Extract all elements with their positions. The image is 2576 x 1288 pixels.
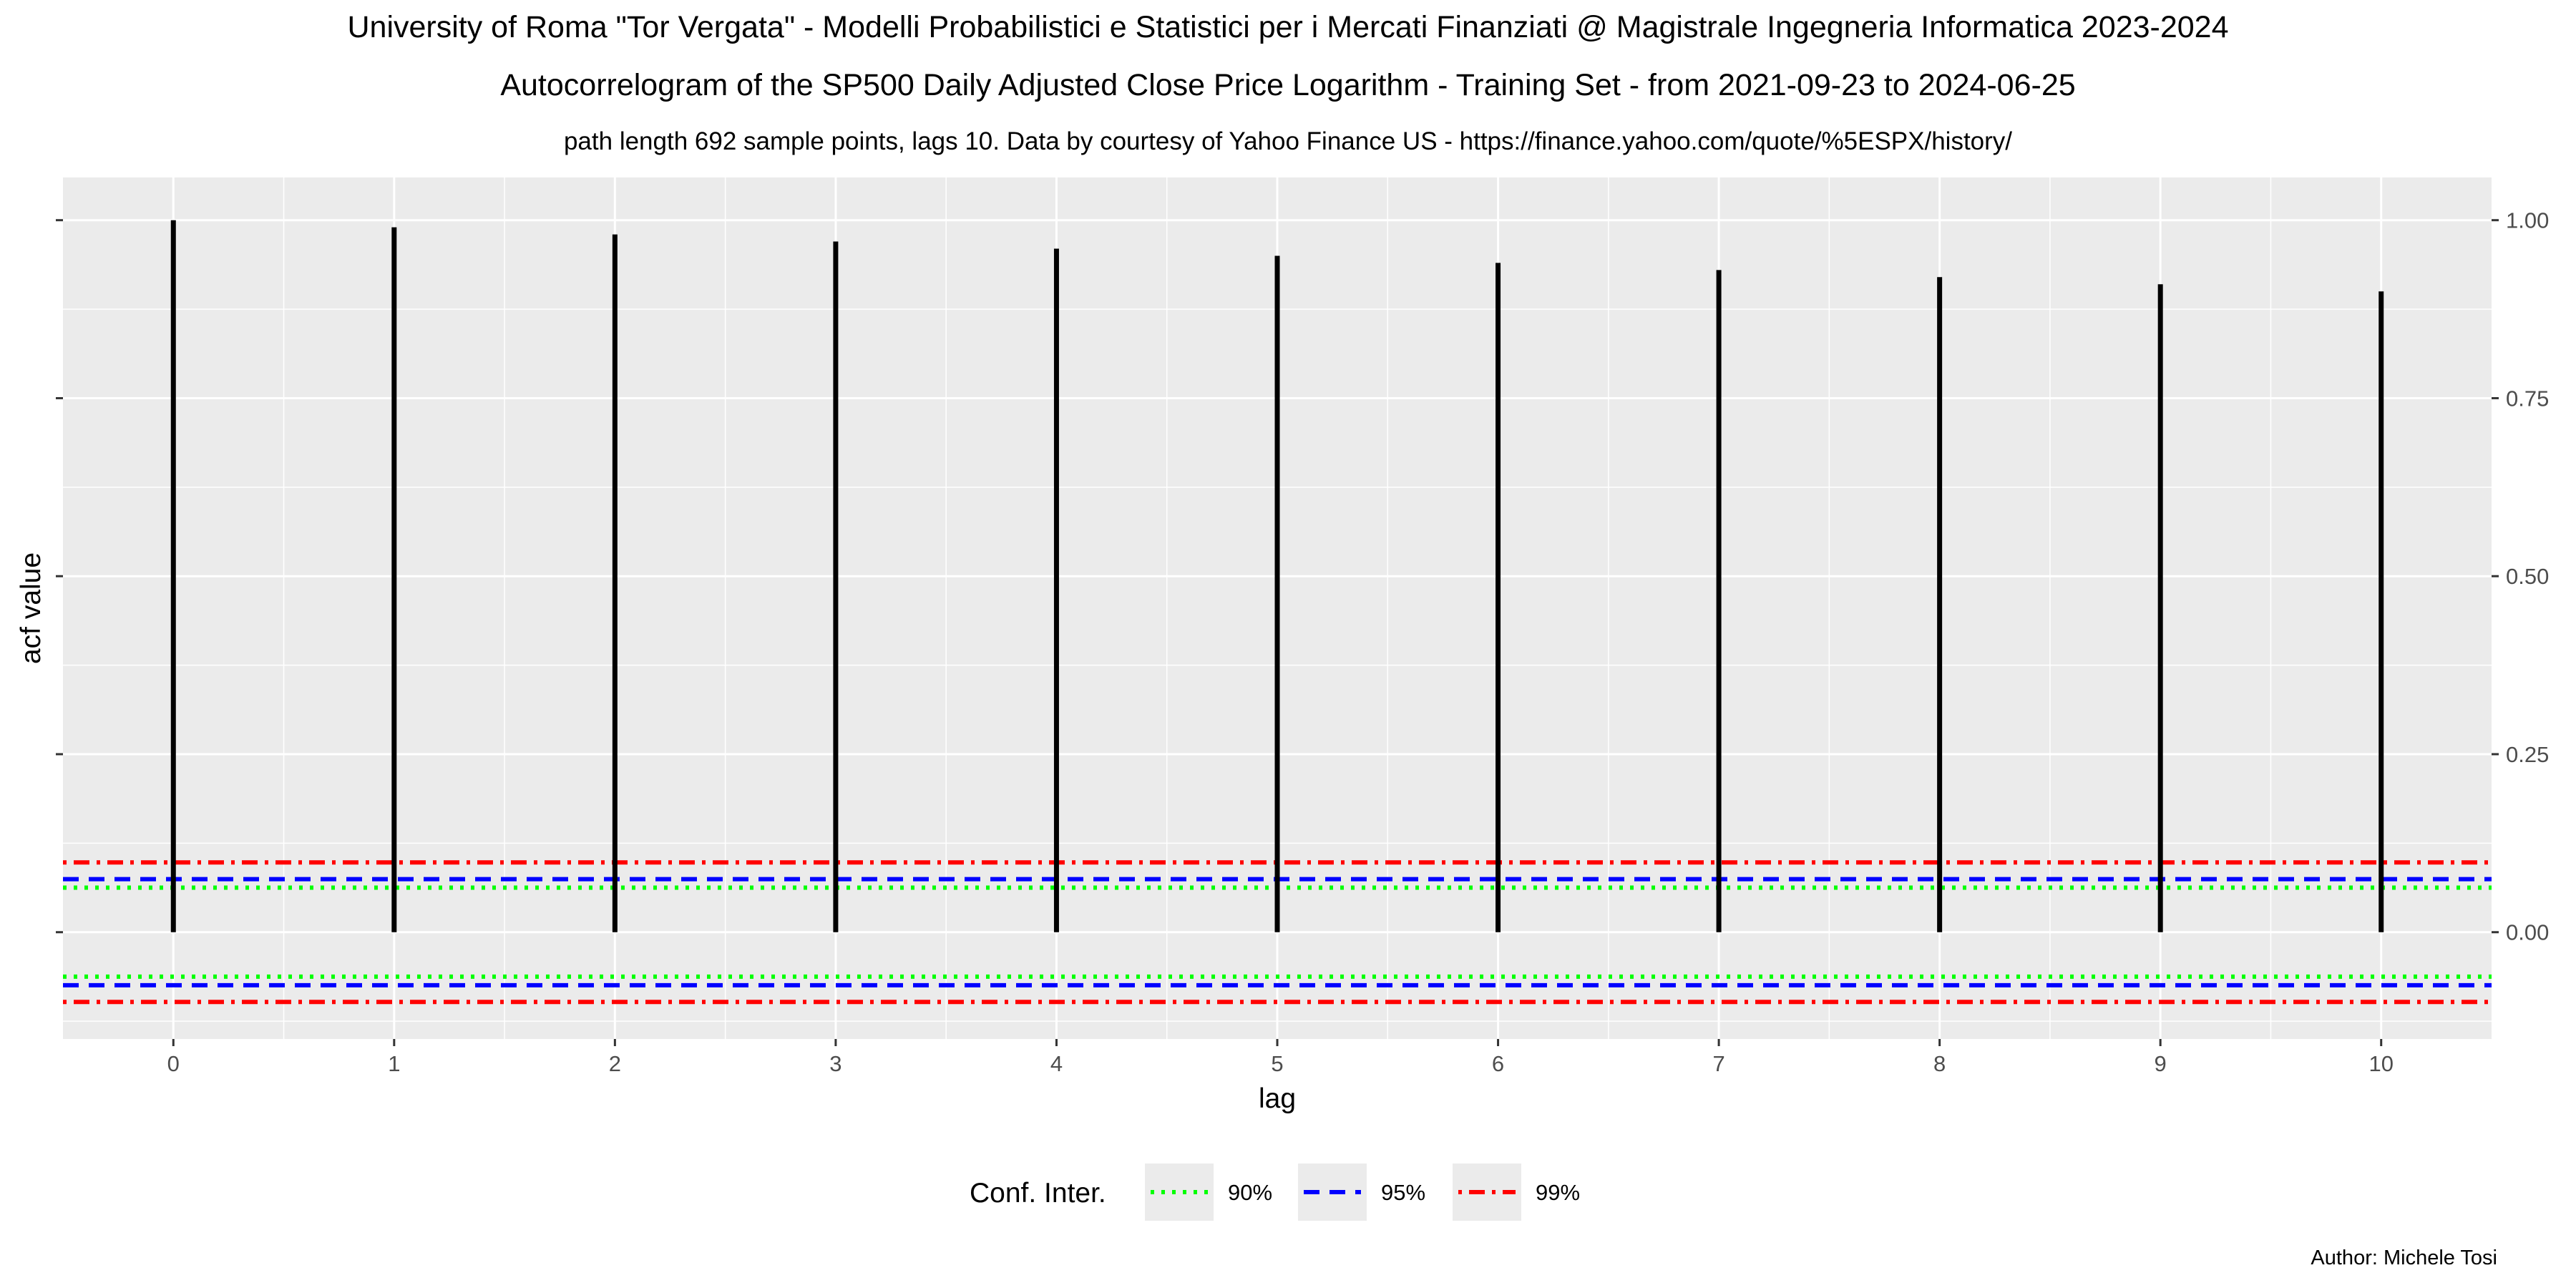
axes: 0.00 0.25 0.50 0.75 1.00 0 1 2 3 4 5 6 7 8 9 10 lag acf v… — [16, 208, 2549, 1114]
y-tick-label: 0.75 — [2506, 386, 2549, 411]
legend-title: Conf. Inter. — [970, 1178, 1106, 1209]
x-tick-label: 1 — [388, 1051, 400, 1076]
x-tick-label: 4 — [1050, 1051, 1063, 1076]
x-tick-label: 5 — [1271, 1051, 1283, 1076]
legend-label: 90% — [1228, 1180, 1272, 1205]
y-tick-label: 0.25 — [2506, 742, 2549, 767]
y-tick-label: 0.00 — [2506, 920, 2549, 945]
x-tick-label: 8 — [1933, 1051, 1946, 1076]
legend-key — [1145, 1163, 1214, 1221]
chart-note: path length 692 sample points, lags 10. … — [563, 127, 2013, 155]
x-tick-label: 9 — [2155, 1051, 2167, 1076]
chart-subtitle: Autocorrelogram of the SP500 Daily Adjus… — [500, 68, 2076, 102]
acf-bars — [170, 220, 2384, 932]
x-tick-label: 2 — [609, 1051, 621, 1076]
x-tick-label: 6 — [1492, 1051, 1504, 1076]
x-tick-label: 3 — [829, 1051, 841, 1076]
x-tick-label: 7 — [1712, 1051, 1724, 1076]
legend: Conf. Inter. 90% 95% 99% — [970, 1163, 1580, 1221]
y-tick-label: 0.50 — [2506, 564, 2549, 589]
x-tick-label: 0 — [167, 1051, 180, 1076]
legend-label: 99% — [1536, 1180, 1580, 1205]
y-axis-label: acf value — [16, 552, 47, 664]
author-caption: Author: Michele Tosi — [2311, 1246, 2497, 1269]
legend-label: 95% — [1381, 1180, 1425, 1205]
x-axis-label: lag — [1259, 1083, 1296, 1114]
chart-title: University of Roma "Tor Vergata" - Model… — [347, 10, 2229, 44]
x-tick-label: 10 — [2368, 1051, 2393, 1076]
y-tick-label: 1.00 — [2506, 208, 2549, 233]
